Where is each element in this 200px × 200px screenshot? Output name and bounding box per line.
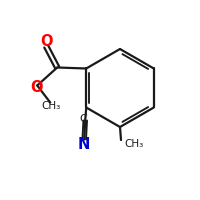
Text: N: N [78, 137, 90, 152]
Text: C: C [79, 114, 87, 124]
Text: O: O [30, 80, 42, 95]
Text: CH₃: CH₃ [124, 139, 143, 149]
Text: CH₃: CH₃ [42, 101, 61, 111]
Text: O: O [40, 34, 52, 49]
